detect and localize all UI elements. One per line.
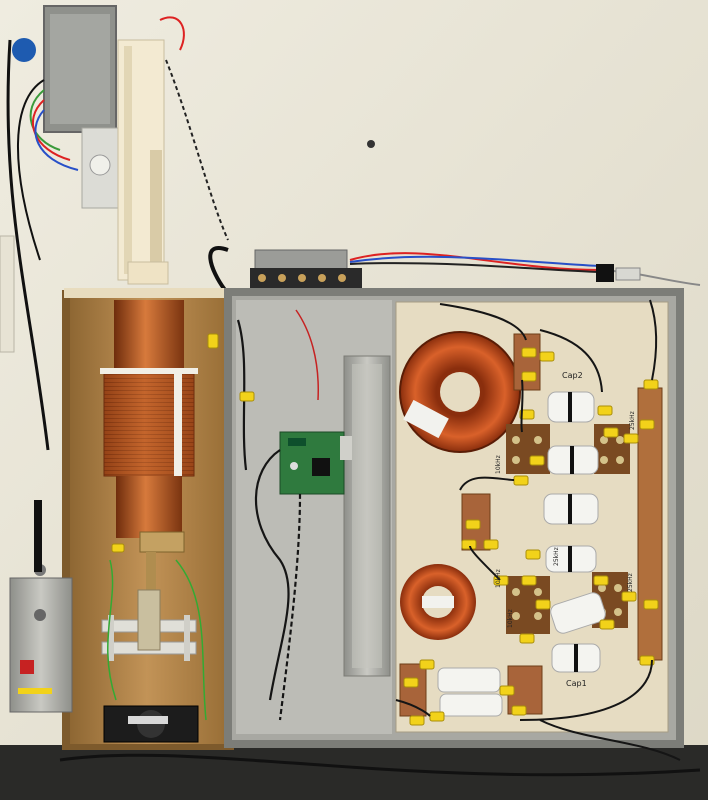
black-connector bbox=[596, 264, 614, 282]
terminal-block-upper bbox=[506, 424, 550, 474]
label-tap-25khz-right: 25kHz bbox=[627, 573, 634, 592]
label-cap2: Cap2 bbox=[562, 371, 583, 380]
copper-tube-upper bbox=[114, 300, 184, 374]
wall-outlet bbox=[0, 235, 15, 353]
label-tap-10khz-bottom: 10kHz bbox=[507, 609, 514, 628]
usb-plug bbox=[615, 267, 641, 281]
label-cap1: Cap1 bbox=[566, 679, 587, 688]
label-tap-25khz-lower: 25kHz bbox=[553, 547, 560, 566]
capacitor-5 bbox=[550, 592, 606, 634]
bottom-cable-bundle bbox=[59, 753, 701, 777]
chassis-wiring bbox=[236, 309, 319, 721]
floor-shadow bbox=[0, 745, 708, 800]
blue-sticker bbox=[12, 38, 36, 62]
capacitor-3 bbox=[543, 493, 599, 525]
top-grey-enclosure bbox=[43, 5, 117, 133]
brass-bracket bbox=[139, 531, 185, 592]
top-signal-wires bbox=[208, 246, 701, 292]
copper-coil bbox=[100, 368, 198, 477]
large-capacitor-pair bbox=[437, 667, 503, 717]
green-pcb bbox=[279, 431, 352, 495]
board-wiring bbox=[395, 299, 681, 761]
vertical-rail bbox=[117, 39, 169, 285]
top-wiring bbox=[6, 16, 229, 451]
capacitor-2 bbox=[547, 445, 599, 475]
label-tap-10khz-lower: 10kHz bbox=[495, 569, 502, 588]
capacitor-cap2 bbox=[547, 391, 595, 423]
wood-panel-wires bbox=[107, 559, 207, 721]
capacitor-4 bbox=[545, 545, 597, 573]
aluminum-heatsink bbox=[343, 355, 391, 677]
wall-hole bbox=[367, 140, 375, 148]
cooling-fan bbox=[103, 705, 199, 743]
label-tap-10khz-upper: 10kHz bbox=[495, 455, 502, 474]
left-bottom-bus-bar bbox=[399, 663, 427, 717]
large-toroid-inductor bbox=[399, 331, 521, 453]
top-terminal-strip bbox=[250, 249, 362, 288]
yellow-connectors bbox=[111, 333, 659, 726]
bnc-enclosure bbox=[9, 500, 73, 713]
upper-bus-bar bbox=[513, 333, 541, 391]
motor-gear bbox=[89, 154, 111, 176]
label-tap-25khz-upper: 25kHz bbox=[629, 411, 636, 430]
capacitor-cap1 bbox=[551, 643, 601, 673]
copper-tube-lower bbox=[116, 476, 182, 538]
small-toroid-inductor bbox=[400, 564, 476, 640]
acrylic-holder bbox=[101, 589, 197, 661]
